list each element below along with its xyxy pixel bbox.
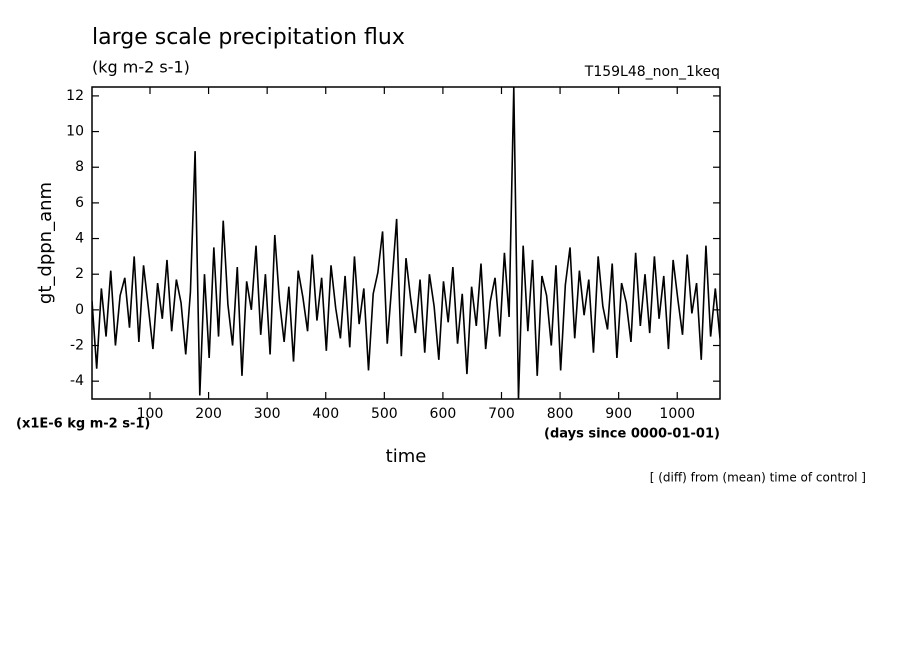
- y-tick-label: 4: [75, 231, 84, 247]
- y-unit: (x1E-6 kg m-2 s-1): [16, 417, 150, 432]
- y-tick-label: 8: [75, 159, 84, 175]
- y-axis-label: gt_dppn_anm: [35, 182, 56, 304]
- x-tick-label: 800: [547, 406, 574, 422]
- x-tick-label: 700: [488, 406, 515, 422]
- data-line: [92, 87, 720, 399]
- y-tick-label: 2: [75, 266, 84, 282]
- x-axis-label: time: [386, 446, 427, 467]
- x-tick-label: 200: [195, 406, 222, 422]
- y-tick-label: 12: [66, 88, 84, 104]
- note: [ (diff) from (mean) time of control ]: [650, 471, 866, 485]
- y-tick-label: 10: [66, 124, 84, 140]
- x-tick-label: 500: [371, 406, 398, 422]
- x-tick-label: 1000: [659, 406, 695, 422]
- x-tick-label: 300: [254, 406, 281, 422]
- x-unit: (days since 0000-01-01): [544, 427, 720, 442]
- x-tick-label: 400: [312, 406, 339, 422]
- x-tick-label: 900: [605, 406, 632, 422]
- chart-subtitle: (kg m-2 s-1): [92, 58, 190, 77]
- y-tick-label: -2: [70, 338, 84, 354]
- x-tick-label: 100: [137, 406, 164, 422]
- x-tick-label: 600: [430, 406, 457, 422]
- y-tick-label: 0: [75, 302, 84, 318]
- chart-title: large scale precipitation flux: [92, 25, 405, 50]
- run-label: T159L48_non_1keq: [584, 64, 720, 80]
- y-tick-label: -4: [70, 373, 84, 389]
- y-tick-label: 6: [75, 195, 84, 211]
- plot-frame: [91, 86, 721, 400]
